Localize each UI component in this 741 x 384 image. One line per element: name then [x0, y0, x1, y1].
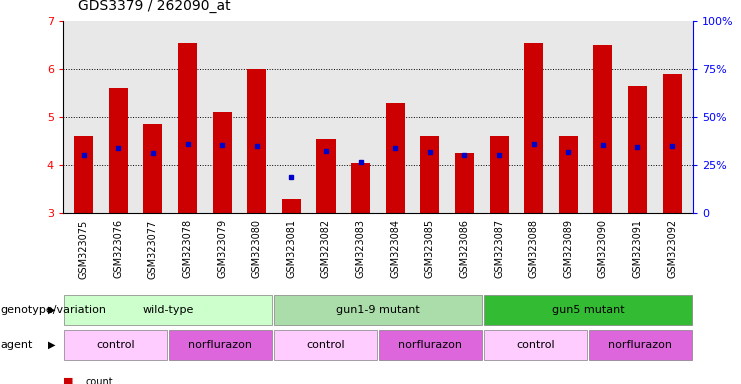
Text: control: control — [516, 339, 555, 350]
Bar — [169, 329, 272, 360]
Bar — [64, 295, 272, 325]
Bar — [484, 329, 587, 360]
Text: control: control — [96, 339, 135, 350]
Bar — [74, 136, 93, 213]
Bar — [247, 69, 266, 213]
Bar — [213, 113, 232, 213]
Bar — [144, 124, 162, 213]
Text: ▶: ▶ — [48, 339, 56, 350]
Bar — [316, 139, 336, 213]
Text: ▶: ▶ — [48, 305, 56, 315]
Bar — [386, 103, 405, 213]
Text: genotype/variation: genotype/variation — [1, 305, 107, 315]
Text: norflurazon: norflurazon — [188, 339, 253, 350]
Bar — [274, 329, 377, 360]
Bar — [64, 329, 167, 360]
Bar — [484, 295, 692, 325]
Text: ■: ■ — [63, 377, 73, 384]
Bar — [274, 295, 482, 325]
Text: agent: agent — [1, 339, 33, 350]
Bar — [559, 136, 578, 213]
Bar — [379, 329, 482, 360]
Text: norflurazon: norflurazon — [608, 339, 672, 350]
Text: gun1-9 mutant: gun1-9 mutant — [336, 305, 420, 315]
Text: count: count — [85, 377, 113, 384]
Bar — [282, 199, 301, 213]
Text: control: control — [306, 339, 345, 350]
Text: GDS3379 / 262090_at: GDS3379 / 262090_at — [78, 0, 230, 13]
Bar — [351, 163, 370, 213]
Bar — [490, 136, 508, 213]
Bar — [109, 88, 128, 213]
Bar — [589, 329, 692, 360]
Bar — [662, 74, 682, 213]
Text: gun5 mutant: gun5 mutant — [551, 305, 624, 315]
Bar — [524, 43, 543, 213]
Bar — [594, 45, 612, 213]
Text: norflurazon: norflurazon — [399, 339, 462, 350]
Bar — [455, 153, 474, 213]
Bar — [628, 86, 647, 213]
Text: wild-type: wild-type — [142, 305, 193, 315]
Bar — [420, 136, 439, 213]
Bar — [178, 43, 197, 213]
